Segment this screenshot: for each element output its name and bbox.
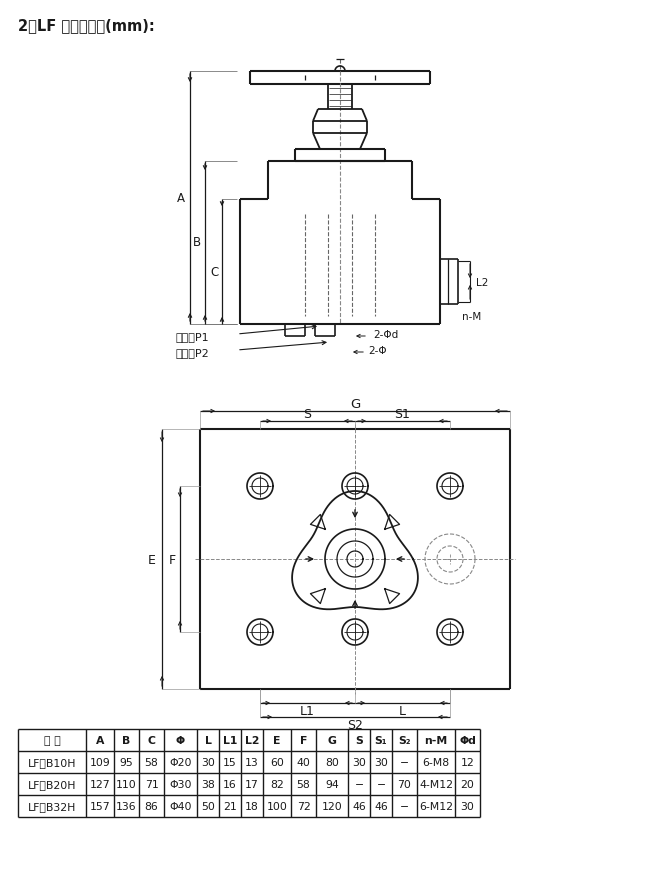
Text: 127: 127 bbox=[90, 779, 111, 789]
Text: Φ: Φ bbox=[176, 735, 185, 745]
Text: 72: 72 bbox=[297, 801, 310, 811]
Text: L2: L2 bbox=[245, 735, 259, 745]
Text: 58: 58 bbox=[145, 757, 158, 767]
Text: 6-M12: 6-M12 bbox=[419, 801, 453, 811]
Text: 30: 30 bbox=[352, 757, 366, 767]
Text: 70: 70 bbox=[397, 779, 411, 789]
Text: 20: 20 bbox=[460, 779, 474, 789]
Text: 30: 30 bbox=[374, 757, 388, 767]
Text: G: G bbox=[328, 735, 336, 745]
Text: L1: L1 bbox=[299, 705, 314, 718]
Text: n-M: n-M bbox=[462, 312, 481, 322]
Text: 21: 21 bbox=[223, 801, 237, 811]
Text: L: L bbox=[399, 705, 405, 718]
Text: A: A bbox=[177, 191, 185, 204]
Text: 12: 12 bbox=[461, 757, 474, 767]
Text: −: − bbox=[400, 757, 409, 767]
Text: 6-M8: 6-M8 bbox=[423, 757, 450, 767]
Text: Φd: Φd bbox=[459, 735, 476, 745]
Text: 46: 46 bbox=[352, 801, 366, 811]
Text: F: F bbox=[299, 735, 307, 745]
Text: Φ20: Φ20 bbox=[170, 757, 192, 767]
Text: L1: L1 bbox=[223, 735, 237, 745]
Text: 进油口P1: 进油口P1 bbox=[175, 332, 208, 342]
Text: A: A bbox=[96, 735, 105, 745]
Text: L2: L2 bbox=[476, 278, 488, 288]
Text: 157: 157 bbox=[90, 801, 111, 811]
Text: 136: 136 bbox=[116, 801, 137, 811]
Text: E: E bbox=[273, 735, 281, 745]
Text: 17: 17 bbox=[245, 779, 259, 789]
Text: Φ30: Φ30 bbox=[170, 779, 192, 789]
Text: 13: 13 bbox=[245, 757, 259, 767]
Text: 120: 120 bbox=[322, 801, 342, 811]
Text: S₁: S₁ bbox=[375, 735, 387, 745]
Text: 86: 86 bbox=[145, 801, 158, 811]
Text: LF－B32H: LF－B32H bbox=[28, 801, 76, 811]
Text: L: L bbox=[204, 735, 212, 745]
Text: 50: 50 bbox=[201, 801, 215, 811]
Text: 110: 110 bbox=[116, 779, 137, 789]
Text: −: − bbox=[354, 779, 364, 789]
Text: 15: 15 bbox=[223, 757, 237, 767]
Text: 100: 100 bbox=[267, 801, 287, 811]
Text: 18: 18 bbox=[245, 801, 259, 811]
Text: 出油口P2: 出油口P2 bbox=[175, 348, 209, 357]
Text: B: B bbox=[123, 735, 131, 745]
Text: 80: 80 bbox=[325, 757, 339, 767]
Text: F: F bbox=[169, 553, 176, 566]
Text: 82: 82 bbox=[270, 779, 284, 789]
Text: 40: 40 bbox=[297, 757, 310, 767]
Text: S: S bbox=[303, 408, 311, 421]
Text: Φ40: Φ40 bbox=[170, 801, 192, 811]
Text: S1: S1 bbox=[394, 408, 410, 421]
Text: C: C bbox=[211, 265, 219, 278]
Text: 60: 60 bbox=[270, 757, 284, 767]
Text: 16: 16 bbox=[223, 779, 237, 789]
Text: 2-Φd: 2-Φd bbox=[373, 329, 398, 340]
Text: 2-Φ: 2-Φ bbox=[368, 346, 387, 355]
Text: 4-M12: 4-M12 bbox=[419, 779, 453, 789]
Text: 2、LF 型板式连接(mm):: 2、LF 型板式连接(mm): bbox=[18, 18, 155, 33]
Text: LF－B10H: LF－B10H bbox=[27, 757, 76, 767]
Text: LF－B20H: LF－B20H bbox=[27, 779, 76, 789]
Text: 71: 71 bbox=[145, 779, 158, 789]
Text: 型 号: 型 号 bbox=[44, 735, 60, 745]
Text: E: E bbox=[148, 553, 156, 566]
Text: S: S bbox=[355, 735, 363, 745]
Text: 109: 109 bbox=[90, 757, 111, 767]
Text: 58: 58 bbox=[297, 779, 310, 789]
Text: 94: 94 bbox=[325, 779, 339, 789]
Text: 30: 30 bbox=[201, 757, 215, 767]
Text: C: C bbox=[147, 735, 155, 745]
Text: −: − bbox=[400, 801, 409, 811]
Text: B: B bbox=[193, 236, 201, 249]
Text: n-M: n-M bbox=[424, 735, 448, 745]
Text: 30: 30 bbox=[460, 801, 474, 811]
Text: 46: 46 bbox=[374, 801, 388, 811]
Text: S₂: S₂ bbox=[398, 735, 411, 745]
Text: 38: 38 bbox=[201, 779, 215, 789]
Text: S2: S2 bbox=[347, 719, 363, 732]
Text: −: − bbox=[377, 779, 385, 789]
Text: G: G bbox=[350, 398, 360, 411]
Text: 95: 95 bbox=[120, 757, 133, 767]
